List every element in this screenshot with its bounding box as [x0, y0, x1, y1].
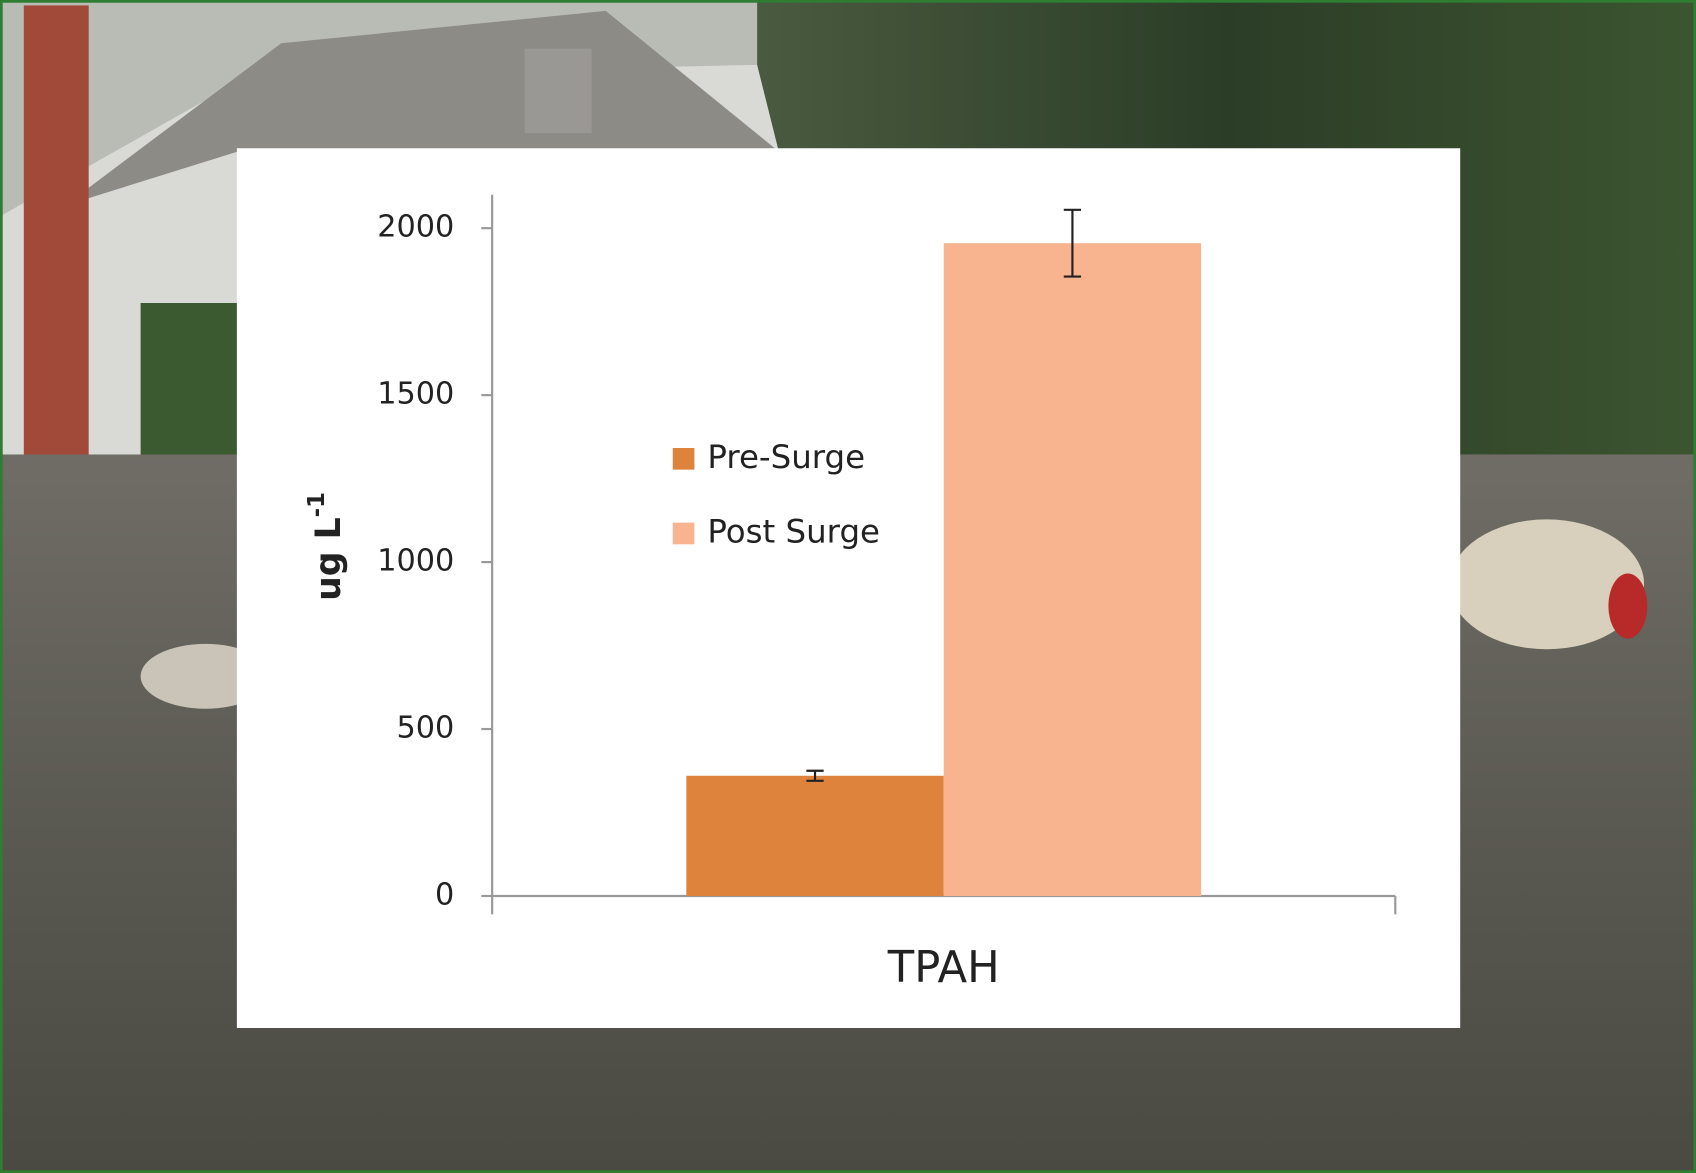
- y-axis-label-main: ug L: [309, 517, 349, 601]
- y-axis-label-superscript: -1: [303, 492, 329, 517]
- legend-swatch: [672, 447, 695, 470]
- y-axis-label: ug L-1: [303, 492, 348, 601]
- legend-swatch: [672, 522, 695, 545]
- bar: [943, 243, 1202, 896]
- y-tick-label: 500: [396, 711, 454, 746]
- bar: [686, 775, 944, 896]
- error-bar: [806, 769, 824, 782]
- legend-label: Pre-Surge: [707, 438, 865, 476]
- legend-label: Post Surge: [707, 512, 880, 550]
- y-tick-label: 1000: [377, 544, 454, 579]
- y-tick-label: 1500: [377, 377, 454, 412]
- error-bar: [1063, 208, 1082, 278]
- y-tick-label: 0: [435, 877, 454, 912]
- x-tick-label: TPAH: [887, 943, 1000, 993]
- y-tick-label: 2000: [377, 210, 454, 245]
